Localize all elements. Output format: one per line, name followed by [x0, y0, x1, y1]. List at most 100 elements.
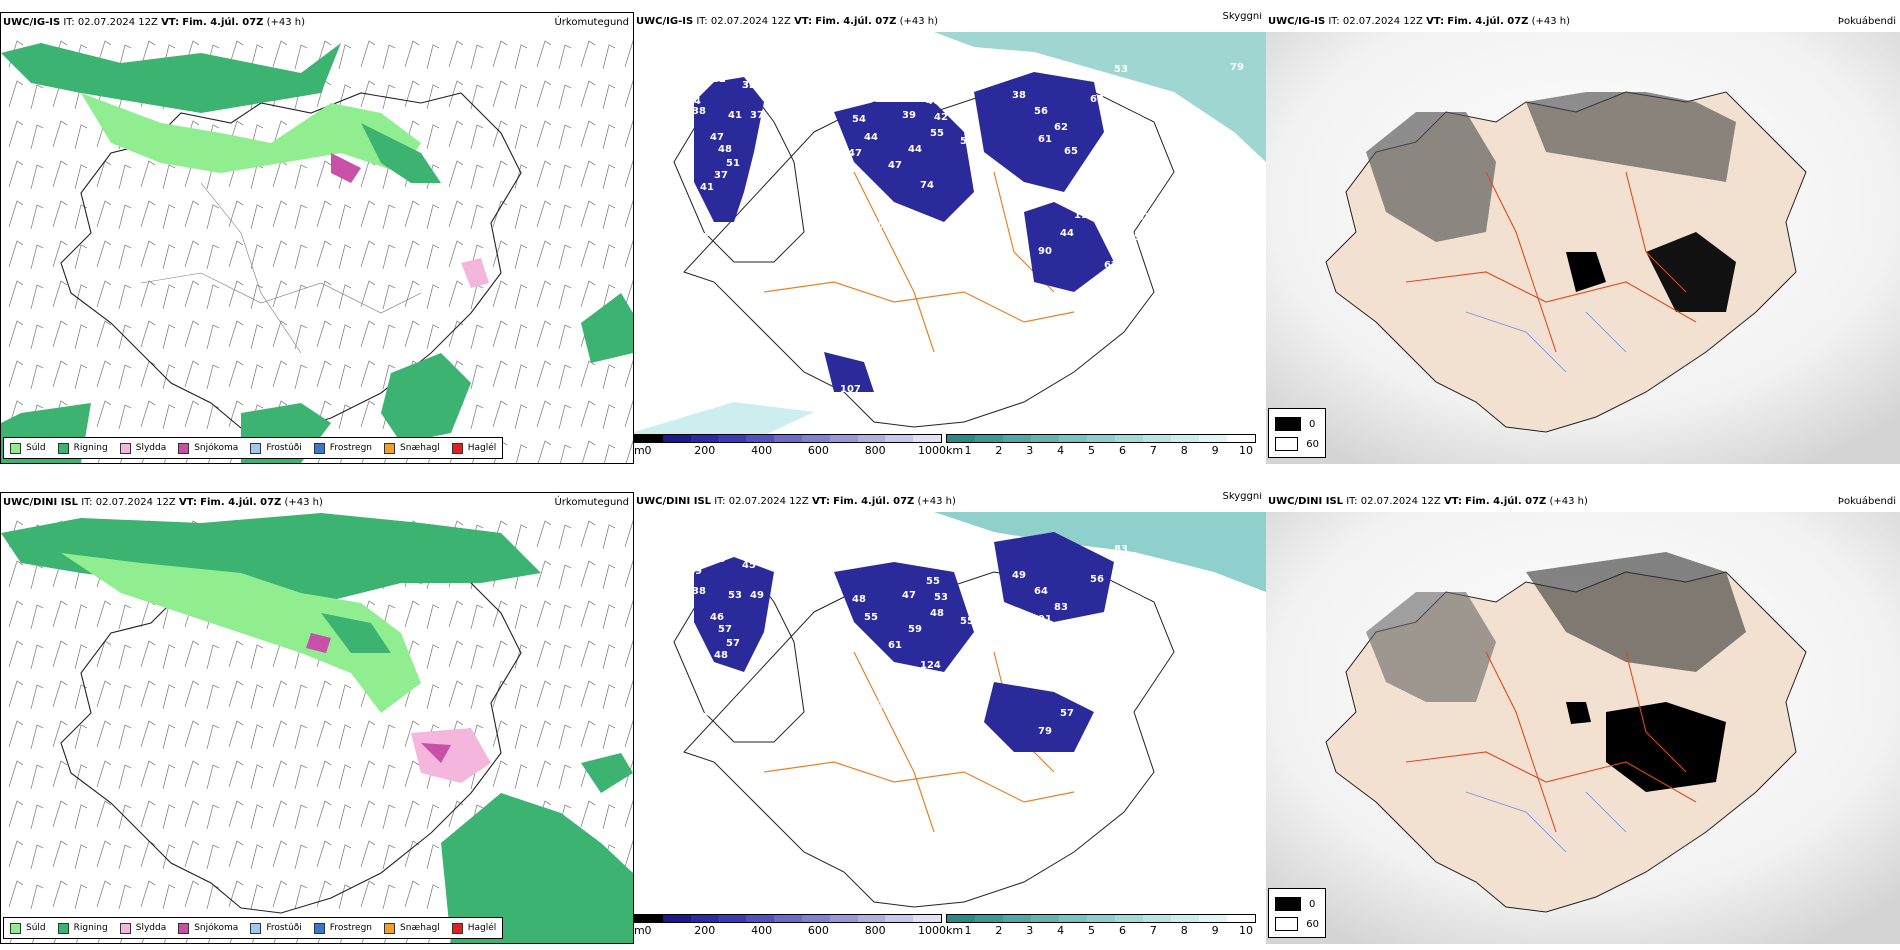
colorbar-segment	[1227, 915, 1255, 922]
visibility-value-label: 58	[960, 136, 974, 147]
visibility-value-label: 83	[1114, 544, 1128, 555]
visibility-value-label: 116	[1074, 210, 1095, 221]
visibility-value-label: 61	[1038, 134, 1052, 145]
legend-swatch	[119, 442, 131, 454]
colorbar-segment	[1199, 915, 1227, 922]
visibility-map	[634, 32, 1266, 440]
colorbar-segment	[1087, 915, 1115, 922]
colorbar-tick: 8	[1180, 924, 1188, 937]
visibility-value-label: 41	[700, 182, 714, 193]
visibility-value-label: 45	[712, 74, 726, 85]
visibility-value-label: 87	[1074, 690, 1088, 701]
legend-swatch	[1275, 897, 1301, 911]
legend-item: Haglél	[451, 442, 496, 454]
visibility-value-label: 84	[680, 96, 694, 107]
legend-swatch	[313, 442, 325, 454]
colorbar-tick: 5	[1088, 444, 1096, 457]
visibility-value-label: 74	[920, 180, 934, 191]
fog-legend: 0 60	[1268, 888, 1326, 938]
colorbar-segment	[635, 435, 663, 442]
legend-swatch	[451, 442, 463, 454]
visibility-value-label: 55	[960, 616, 974, 627]
visibility-value-label: 47	[902, 590, 916, 601]
visibility-value-label: 83	[1054, 602, 1068, 613]
visibility-value-label: 231	[902, 718, 923, 729]
legend-swatch	[250, 442, 262, 454]
colorbar-segment	[1059, 435, 1087, 442]
visibility-value-label: 55	[962, 252, 976, 263]
colorbar-segment	[774, 915, 802, 922]
visibility-value-label: 894	[680, 96, 701, 107]
colorbar-segment	[662, 435, 691, 442]
visibility-value-label: 63	[1108, 624, 1122, 635]
legend-item: Snæhagl	[384, 442, 440, 454]
visibility-value-label: 80	[1082, 174, 1096, 185]
legend-item: Snjókoma	[178, 922, 238, 934]
colorbar-tick: 400	[751, 924, 773, 937]
legend-item: Snæhagl	[384, 922, 440, 934]
legend-swatch	[1275, 417, 1301, 431]
visibility-value-label: 46	[710, 612, 724, 623]
visibility-value-label: 48	[852, 594, 866, 605]
legend-swatch	[178, 922, 190, 934]
colorbar-segment	[718, 435, 747, 442]
vt-value: Fim. 4.júl. 07Z	[182, 17, 264, 28]
legend-item: Rigning	[57, 442, 108, 454]
visibility-value-label: 83	[1064, 626, 1078, 637]
visibility-value-label: 79	[1038, 726, 1052, 737]
legend-swatch	[178, 442, 190, 454]
colorbar-tick: 400	[751, 444, 773, 457]
visibility-value-label: 44	[864, 132, 878, 143]
colorbar-segment	[690, 435, 719, 442]
visibility-value-label: 81	[1082, 654, 1096, 665]
colorbar-segment	[1227, 435, 1255, 442]
colorbar-tick: 6	[1118, 444, 1126, 457]
visibility-value-label: 59	[908, 624, 922, 635]
colorbar-tick: 3	[1026, 444, 1034, 457]
legend-swatch	[1275, 437, 1299, 451]
visibility-value-label: 91	[1106, 760, 1120, 771]
colorbar-tick: 200	[694, 444, 716, 457]
colorbar-tick: 600	[807, 924, 829, 937]
colorbar-tick: 7	[1149, 924, 1157, 937]
colorbar-segment	[1171, 915, 1199, 922]
colorbar-segment	[1031, 435, 1059, 442]
visibility-colorbar-scale	[946, 434, 1256, 443]
colorbar-tick: 4	[1057, 444, 1065, 457]
it-label: IT:	[63, 17, 75, 28]
colorbar-tick: 6	[1118, 924, 1126, 937]
colorbar-segment	[1115, 915, 1143, 922]
visibility-value-label: 101	[1130, 212, 1151, 223]
visibility-value-label: 57	[1060, 708, 1074, 719]
ceiling-colorbar: m 0 200 400 600 800 1000	[634, 434, 946, 464]
it-value: 02.07.2024 12Z	[77, 17, 158, 28]
precip-legend: Súld Rigning Slydda Snjókoma Frostúði Fr…	[3, 437, 504, 459]
model-name: UWC/DINI ISL	[3, 497, 79, 508]
colorbar-tick: 1	[964, 924, 972, 937]
visibility-value-label: 47	[848, 148, 862, 159]
fog-indicator-panel-top: UWC/IG-IS IT: 02.07.2024 12Z VT: Fim. 4.…	[1266, 12, 1900, 464]
colorbar-tick: 200	[694, 924, 716, 937]
legend-swatch	[384, 442, 396, 454]
visibility-value-label: 44	[1060, 228, 1074, 239]
visibility-value-label: 40	[926, 96, 940, 107]
precip-map	[1, 513, 633, 943]
panel-header: UWC/DINI ISL IT: 02.07.2024 12Z VT: Fim.…	[1266, 492, 1900, 512]
colorbar-segment	[829, 435, 858, 442]
legend-item: Súld	[10, 922, 46, 934]
colorbar-segment	[801, 435, 830, 442]
ceiling-colorbar-scale	[634, 914, 942, 923]
visibility-value-label: 52	[1108, 144, 1122, 155]
colorbar-tick: 9	[1211, 924, 1219, 937]
colorbar-tick: 5	[1088, 924, 1096, 937]
visibility-panel-bottom: UWC/DINI ISL IT: 02.07.2024 12Z VT: Fim.…	[634, 492, 1266, 944]
visibility-value-label: 69	[712, 554, 726, 565]
colorbar-segment	[635, 915, 663, 922]
visibility-value-label: 49	[1012, 570, 1026, 581]
visibility-value-label: 90	[1038, 246, 1052, 257]
visibility-value-label: 99	[1106, 280, 1120, 291]
colorbar-segment	[857, 915, 886, 922]
visibility-value-label: 44	[908, 144, 922, 155]
